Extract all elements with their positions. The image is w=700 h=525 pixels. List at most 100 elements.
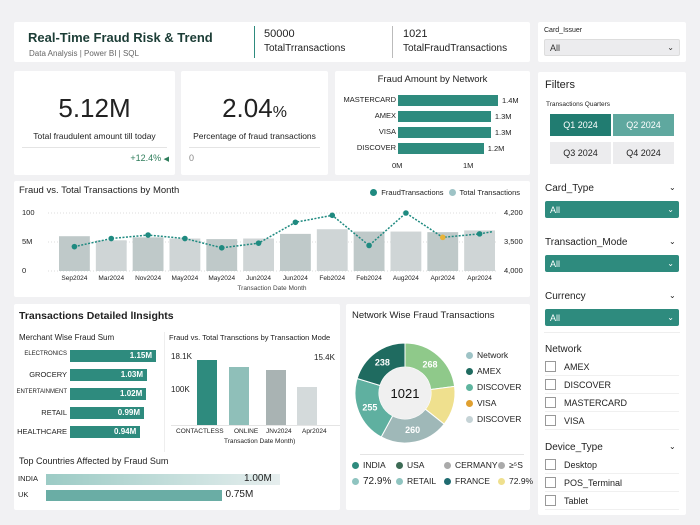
filter-dropdown[interactable]: All ⌄ bbox=[545, 255, 679, 272]
filter-label: Card_Type bbox=[545, 183, 594, 194]
card-issuer-panel: Card_Issuer All ⌄ bbox=[538, 22, 686, 62]
bar-value: 1.00M bbox=[244, 473, 272, 484]
x-tick: Sep2024 bbox=[61, 275, 88, 282]
checkbox-label: DISCOVER bbox=[564, 379, 612, 390]
legend-dot bbox=[352, 477, 359, 485]
kpi-value: 2.04% bbox=[222, 93, 287, 123]
legend-item: FRANCE bbox=[444, 473, 498, 489]
checkbox-option[interactable]: VISA bbox=[545, 412, 679, 430]
divider bbox=[360, 454, 524, 455]
bar-value: 1.02M bbox=[120, 389, 143, 398]
bar bbox=[398, 127, 491, 138]
mode-bar bbox=[297, 387, 317, 425]
chart-title: Fraud vs. Total Transctions by Transacti… bbox=[169, 333, 331, 342]
legend-dot bbox=[498, 477, 505, 485]
x-tick: May2024 bbox=[208, 275, 236, 282]
quarters-label: Transactions Quarters bbox=[546, 101, 611, 108]
page-title: Real-Time Fraud Risk & Trend bbox=[28, 30, 213, 45]
checkbox[interactable] bbox=[545, 361, 556, 372]
x-tick: Apr2024 bbox=[302, 428, 327, 435]
chart-title: Fraud vs. Total Transactions by Month bbox=[19, 185, 180, 196]
chevron-down-icon: ⌄ bbox=[667, 313, 674, 322]
checkbox-option[interactable]: DISCOVER bbox=[545, 376, 679, 394]
checkbox[interactable] bbox=[545, 379, 556, 390]
axis-line bbox=[171, 425, 340, 426]
filter-label: Transaction_Mode bbox=[545, 237, 628, 248]
checkbox-option[interactable]: Desktop bbox=[545, 456, 679, 474]
x-tick: Jun2024 bbox=[246, 275, 272, 282]
month-bar bbox=[353, 231, 385, 271]
chevron-down-icon[interactable]: ⌄ bbox=[669, 237, 676, 246]
legend-item: VISA bbox=[466, 395, 521, 411]
filter-dropdown[interactable]: All ⌄ bbox=[545, 201, 679, 218]
quarter-q1[interactable]: Q1 2024 bbox=[550, 114, 611, 136]
legend-item: USA bbox=[396, 457, 444, 473]
quarter-q4[interactable]: Q4 2024 bbox=[613, 142, 674, 164]
checkbox[interactable] bbox=[545, 459, 556, 470]
x-tick: Apr2024 bbox=[467, 275, 492, 282]
x-tick: JNv2024 bbox=[266, 428, 292, 435]
slice-label: 260 bbox=[405, 425, 420, 435]
merchant-bar: 0.99M bbox=[70, 407, 145, 419]
x-tick: Apr2024 bbox=[430, 275, 456, 282]
card-issuer-dropdown[interactable]: All ⌄ bbox=[544, 39, 680, 56]
checkbox-option[interactable]: MASTERCARD bbox=[545, 394, 679, 412]
checkbox[interactable] bbox=[545, 397, 556, 408]
x-tick: Mar2024 bbox=[98, 275, 125, 282]
merchant-bar: 1.03M bbox=[70, 369, 148, 381]
legend-item: DISCOVER bbox=[466, 411, 521, 427]
x-tick: Nov2024 bbox=[135, 275, 162, 282]
mode-bar bbox=[229, 366, 249, 425]
filters-panel: Filters Transactions Quarters Q1 2024 Q2… bbox=[538, 72, 686, 515]
page-subtitle: Data Analysis | Power BI | SQL bbox=[29, 49, 139, 58]
y-tick-right: 15.4K bbox=[314, 353, 335, 362]
fraud-point bbox=[182, 235, 188, 242]
chart-legend: FraudTransactions Total Transactions bbox=[370, 184, 520, 200]
bar-value: 1.3M bbox=[494, 112, 512, 121]
y-tick: 100K bbox=[171, 385, 190, 394]
filter-label: Currency bbox=[545, 291, 586, 302]
checkbox-option[interactable]: AMEX bbox=[545, 358, 679, 376]
checkbox[interactable] bbox=[545, 477, 556, 488]
total-fraud-value: 1021 bbox=[403, 28, 428, 40]
device-filter-label: Device_Type bbox=[545, 442, 603, 453]
chevron-down-icon[interactable]: ⌄ bbox=[669, 442, 676, 451]
chevron-down-icon[interactable]: ⌄ bbox=[669, 291, 676, 300]
dropdown-value: All bbox=[550, 42, 561, 53]
legend-item: FraudTransactions bbox=[381, 187, 444, 197]
kpi-delta: +12.4% ◀ bbox=[130, 153, 169, 163]
donut-center-value: 1021 bbox=[391, 386, 420, 401]
quarter-q2[interactable]: Q2 2024 bbox=[613, 114, 674, 136]
country-bar bbox=[46, 474, 280, 485]
merchant-label: ENTERTAINMENT bbox=[16, 389, 67, 395]
donut-panel: Network Wise Fraud Transactions 268 260 25… bbox=[346, 304, 533, 510]
x-tick: Aug2024 bbox=[392, 275, 419, 282]
network-amount-chart: Fraud Amount by Network MASTERCARD 1.4M AM… bbox=[335, 71, 530, 175]
bar bbox=[398, 111, 491, 122]
bar-label: DISCOVER bbox=[356, 143, 396, 152]
y-tick-left: 100 bbox=[22, 208, 35, 217]
checkbox[interactable] bbox=[545, 415, 556, 426]
quarter-q3[interactable]: Q3 2024 bbox=[550, 142, 611, 164]
chevron-down-icon: ⌄ bbox=[667, 259, 674, 268]
fraud-point bbox=[218, 245, 225, 251]
legend-dot bbox=[444, 461, 451, 469]
legend-item: 72.9% bbox=[498, 473, 533, 489]
dropdown-value: All bbox=[550, 312, 561, 323]
checkbox[interactable] bbox=[545, 495, 556, 506]
filter-dropdown[interactable]: All ⌄ bbox=[545, 309, 679, 326]
legend-item: RETAIL bbox=[396, 473, 444, 489]
merchant-label: GROCERY bbox=[29, 370, 67, 379]
fraud-point bbox=[366, 242, 372, 249]
legend-dot bbox=[466, 351, 473, 359]
month-bar bbox=[169, 238, 201, 271]
bar-value: 1.3M bbox=[494, 128, 512, 137]
checkbox-option[interactable]: Tablet bbox=[545, 492, 679, 510]
fraud-point bbox=[476, 231, 483, 237]
chevron-down-icon[interactable]: ⌄ bbox=[669, 183, 676, 192]
checkbox-option[interactable]: POS_Terminal bbox=[545, 474, 679, 492]
x-tick: ONLINE bbox=[234, 428, 259, 435]
triangle-left-icon: ◀ bbox=[163, 156, 169, 163]
chevron-down-icon: ⌄ bbox=[667, 205, 674, 214]
legend-item: AMEX bbox=[466, 363, 521, 379]
